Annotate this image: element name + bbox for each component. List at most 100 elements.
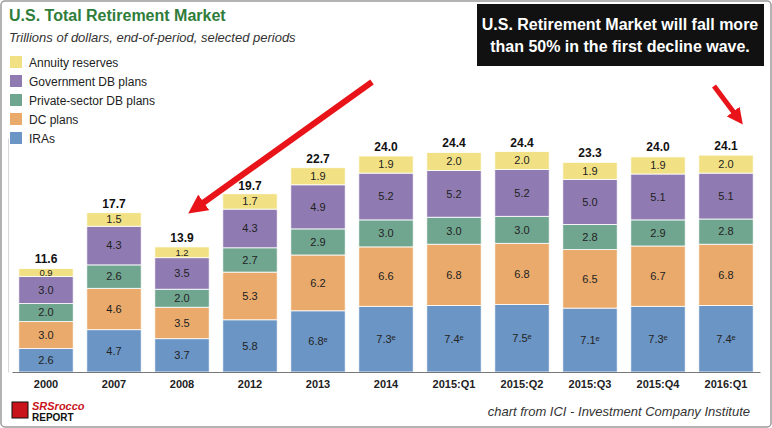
legend-swatch xyxy=(10,132,22,144)
bar-segment xyxy=(155,339,209,372)
legend-item: Government DB plans xyxy=(10,75,147,89)
bar-segment xyxy=(87,265,141,288)
source: chart from ICI - Investment Company Inst… xyxy=(488,404,750,419)
data-label: 6.7 xyxy=(650,270,665,282)
data-label: 6.6 xyxy=(378,270,393,282)
data-label: 2.0 xyxy=(718,158,733,170)
data-label: 4.3 xyxy=(106,239,121,251)
logo-badge xyxy=(12,402,28,418)
bar-segment xyxy=(427,152,481,170)
data-label: 6.2 xyxy=(310,277,325,289)
total-label: 24.4 xyxy=(510,136,534,150)
data-label: 5.2 xyxy=(378,190,393,202)
annotation: U.S. Retirement Market will fall moretha… xyxy=(477,4,764,66)
data-label: 2.9 xyxy=(310,236,325,248)
data-label: 3.0 xyxy=(38,329,53,341)
data-label: 3.5 xyxy=(174,267,189,279)
total-label: 24.0 xyxy=(374,140,398,154)
totals: 11.617.713.919.722.724.024.424.423.324.0… xyxy=(35,136,738,265)
y-axis xyxy=(8,139,9,373)
x-tick-label: 2015:Q3 xyxy=(569,378,612,390)
total-label: 19.7 xyxy=(238,179,262,193)
data-label: 2.0 xyxy=(514,154,529,166)
bar-segment xyxy=(87,226,141,265)
bar-segment xyxy=(155,258,209,290)
arrow xyxy=(196,82,372,208)
x-tick-label: 2008 xyxy=(170,378,194,390)
data-label: 7.1ᵉ xyxy=(580,334,599,346)
bar-segment xyxy=(19,349,73,372)
legend-label: DC plans xyxy=(29,113,78,127)
data-label: 6.8 xyxy=(446,269,461,281)
bar-segment xyxy=(87,330,141,372)
bar-segment xyxy=(563,179,617,224)
total-label: 24.1 xyxy=(714,139,738,153)
x-tick: 2015:Q3 xyxy=(569,372,612,390)
arrow xyxy=(714,86,738,118)
data-label: 6.5 xyxy=(582,273,597,285)
legend-item: IRAs xyxy=(10,132,55,146)
data-label: 1.9 xyxy=(378,158,393,170)
bar-segment xyxy=(291,255,345,311)
data-label: 3.5 xyxy=(174,317,189,329)
bar-segment xyxy=(631,306,685,372)
data-label: 3.0 xyxy=(514,224,529,236)
legend-item: Annuity reserves xyxy=(10,56,118,70)
bar-segment xyxy=(291,311,345,372)
bar-segment xyxy=(291,229,345,255)
bar-segment xyxy=(155,247,209,258)
subtitle: Trillions of dollars, end-of-period, sel… xyxy=(9,30,296,45)
data-label: 4.6 xyxy=(106,303,121,315)
total-label: 24.0 xyxy=(646,140,670,154)
bar-segment xyxy=(359,220,413,247)
data-label: 6.8 xyxy=(514,268,529,280)
data-label: 6.8ᵉ xyxy=(308,335,327,347)
data-label: 5.8 xyxy=(242,340,257,352)
bar-segment xyxy=(359,173,413,220)
data-label: 2.0 xyxy=(38,306,53,318)
bar-segment xyxy=(155,289,209,307)
x-tick: 2007 xyxy=(102,372,126,390)
bar-segment xyxy=(223,209,277,248)
bar-segment xyxy=(291,185,345,229)
x-tick: 2000 xyxy=(34,372,58,390)
data-label: 1.7 xyxy=(242,195,257,207)
data-label: 1.5 xyxy=(106,213,121,225)
legend-swatch xyxy=(10,94,22,106)
data-label: 5.1 xyxy=(650,191,665,203)
data-labels: 2.64.73.75.86.8ᵉ7.3ᵉ7.4ᵉ7.5ᵉ7.1ᵉ7.3ᵉ7.4ᵉ… xyxy=(38,154,735,366)
data-label: 5.3 xyxy=(242,290,257,302)
logo-text: SRSrocco xyxy=(32,400,85,412)
y-axis-line xyxy=(8,139,9,373)
data-label: 0.9 xyxy=(39,267,52,278)
chart: 2000200720082012201320142015:Q12015:Q220… xyxy=(0,0,772,428)
bar-segment xyxy=(631,174,685,220)
x-tick-label: 2013 xyxy=(306,378,330,390)
bar-segment xyxy=(359,156,413,173)
bar-segment xyxy=(155,307,209,339)
x-axis-line xyxy=(13,372,761,373)
bar-segment xyxy=(631,220,685,246)
legend-item: DC plans xyxy=(10,113,78,127)
total-label: 13.9 xyxy=(170,231,194,245)
data-label: 7.3ᵉ xyxy=(648,333,667,345)
total-label: 22.7 xyxy=(306,152,330,166)
bar-segment xyxy=(495,243,549,304)
data-label: 2.9 xyxy=(650,227,665,239)
annotation-box xyxy=(477,4,764,66)
bar-segment xyxy=(699,305,753,372)
x-tick-label: 2012 xyxy=(238,378,262,390)
data-label: 2.8 xyxy=(582,231,597,243)
bar-segment xyxy=(495,216,549,243)
bar-segment xyxy=(223,194,277,209)
data-label: 7.4ᵉ xyxy=(716,333,735,345)
bar-segment xyxy=(291,168,345,185)
bar-segment xyxy=(563,224,617,249)
bar-segment xyxy=(699,155,753,173)
x-axis: 2000200720082012201320142015:Q12015:Q220… xyxy=(13,372,761,390)
bar-segment xyxy=(563,250,617,309)
data-label: 3.0 xyxy=(378,227,393,239)
logo: SRSroccoREPORT xyxy=(12,400,85,423)
x-tick: 2015:Q2 xyxy=(501,372,544,390)
data-label: 5.2 xyxy=(514,187,529,199)
